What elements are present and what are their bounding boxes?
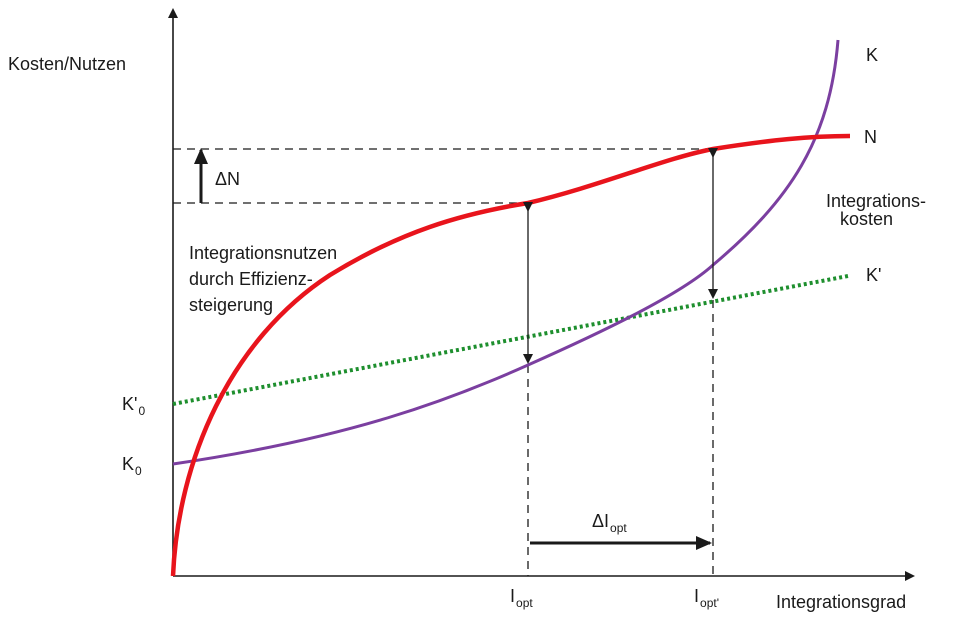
iopt-prime-label: Iopt' xyxy=(694,587,719,609)
integrationskosten-note: Integrations- kosten xyxy=(796,188,926,232)
delta-iopt-label: ΔIopt xyxy=(592,512,627,534)
iopt-sub: opt xyxy=(516,596,533,610)
curve-n xyxy=(170,133,851,577)
k0-main: K xyxy=(122,454,135,474)
iopt-prime-main: I xyxy=(694,586,700,606)
integrationsnutzen-line-1: Integrationsnutzen xyxy=(189,243,338,263)
k0-sub: 0 xyxy=(135,464,142,478)
integrationskosten-line-1: Integrations- xyxy=(825,191,926,211)
delta-iopt-main: ΔI xyxy=(592,511,610,531)
delta-iopt-sub: opt xyxy=(610,521,627,535)
delta-n-label: ΔN xyxy=(215,169,241,189)
curve-label-n: N xyxy=(864,127,877,147)
k0-prime-label: K'0 xyxy=(122,395,145,417)
k0-prime-main: K' xyxy=(122,394,138,414)
x-axis-label: Integrationsgrad xyxy=(776,592,907,612)
y-axis-label: Kosten/Nutzen xyxy=(8,54,127,74)
integrationsnutzen-line-2: durch Effizienz- xyxy=(189,269,313,289)
iopt-prime-sub: opt' xyxy=(700,596,719,610)
curve-label-k-prime: K' xyxy=(866,265,882,285)
integrationsnutzen-line-3: steigerung xyxy=(189,295,274,315)
curve-k-prime xyxy=(172,274,849,406)
iopt-main: I xyxy=(510,586,516,606)
curve-k xyxy=(172,39,840,466)
iopt-label: Iopt xyxy=(510,587,533,609)
integrationsnutzen-note: Integrationsnutzen durch Effizienz- stei… xyxy=(189,240,337,318)
k0-label: K0 xyxy=(122,455,142,477)
k0-prime-sub: 0 xyxy=(138,404,146,418)
curve-label-k: K xyxy=(866,45,879,65)
integrationskosten-line-2: kosten xyxy=(839,209,893,229)
